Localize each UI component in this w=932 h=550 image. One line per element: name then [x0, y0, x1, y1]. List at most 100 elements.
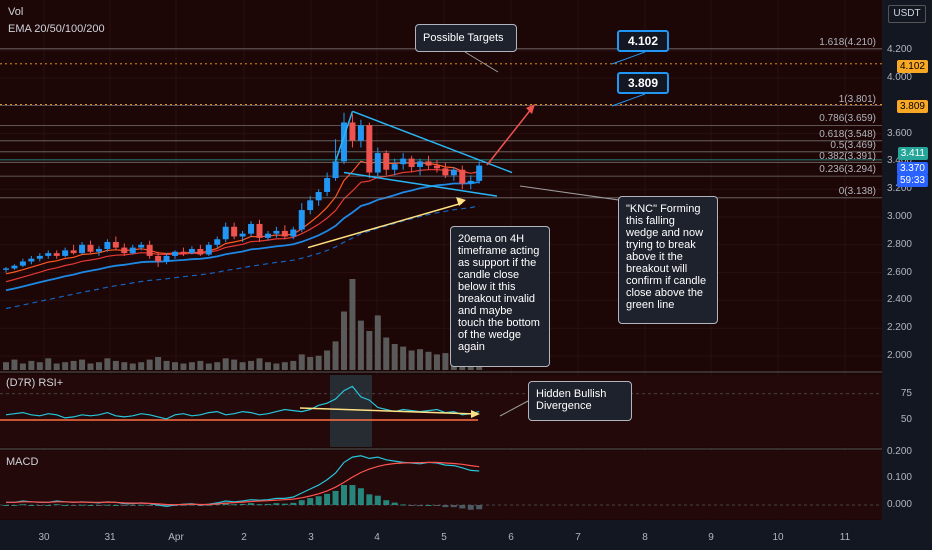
volume-bar: [62, 362, 69, 370]
macd-histogram-bar: [476, 505, 483, 510]
callout-hidden-divergence[interactable]: Hidden Bullish Divergence: [528, 381, 632, 421]
date-tick-label: 31: [104, 532, 116, 543]
volume-bar: [324, 350, 331, 370]
macd-histogram-bar: [121, 505, 128, 506]
volume-bar: [374, 315, 381, 370]
macd-histogram-bar: [324, 493, 331, 505]
macd-histogram-bar: [36, 505, 43, 506]
price-tick-label: 3.000: [886, 211, 912, 222]
candle-body: [222, 226, 229, 240]
volume-bar: [36, 362, 43, 370]
volume-bar: [28, 360, 35, 370]
volume-bar: [214, 362, 221, 370]
rsi-highlight: [330, 375, 372, 447]
badge-target-low: 3.809: [896, 100, 928, 113]
candle-body: [459, 169, 466, 184]
candle-body: [281, 230, 288, 237]
target-tag-high[interactable]: 4.102: [617, 30, 669, 52]
volume-bar: [231, 359, 238, 370]
signal-line: [6, 461, 480, 506]
target-tag-low[interactable]: 3.809: [617, 72, 669, 94]
candle-body: [19, 261, 26, 266]
macd-tick-label: 0.200: [886, 445, 912, 457]
candle-body: [264, 233, 271, 238]
price-tick-label: 2.000: [886, 350, 912, 361]
macd-histogram-bar: [341, 485, 347, 505]
candle-body: [383, 153, 390, 170]
price-tick-label: 2.200: [886, 322, 912, 334]
currency-button[interactable]: USDT: [888, 5, 926, 23]
candle-body: [155, 255, 162, 262]
divergence-arrow-head: [471, 410, 480, 418]
candle-body: [366, 125, 373, 173]
date-tick-label: 4: [374, 532, 380, 543]
ema-label: EMA 20/50/100/200: [8, 23, 105, 35]
macd-histogram-bar: [95, 505, 102, 506]
price-tick-label: 2.400: [886, 294, 912, 306]
date-tick-label: 11: [839, 532, 851, 543]
macd-histogram-bar: [307, 498, 314, 505]
callout-possible-targets[interactable]: Possible Targets: [415, 24, 517, 52]
fib-label: 1.618(4.210): [819, 36, 876, 48]
candle-body: [248, 223, 255, 234]
macd-histogram-bar: [45, 505, 52, 506]
macd-histogram-bar: [349, 485, 356, 505]
fib-lines: [0, 48, 882, 199]
candle-body: [357, 125, 364, 141]
ema-line: [5, 181, 480, 292]
rsi-line: [5, 385, 480, 420]
macd-histogram-bar: [180, 504, 187, 506]
callout-ema-support[interactable]: 20ema on 4H timeframe acting as support …: [450, 226, 550, 367]
volume-bar: [172, 362, 178, 370]
macd-histogram-bar: [62, 505, 69, 506]
price-tick-label: 3.600: [886, 127, 912, 139]
macd-background: [0, 451, 882, 519]
volume-bar: [180, 363, 187, 370]
date-tick-label: 30: [38, 532, 50, 543]
rsi-label: (D7R) RSI+: [6, 377, 64, 389]
volume-bar: [349, 279, 356, 370]
candle-body: [129, 247, 136, 254]
volume-bar: [307, 357, 314, 370]
candle-body: [374, 153, 381, 173]
wedge-line: [334, 111, 354, 162]
macd-tick-label: 0.000: [886, 499, 912, 510]
volume-bar: [400, 346, 407, 370]
volume-bar: [146, 359, 153, 370]
candle-body: [180, 251, 187, 254]
macd-histogram-bar: [19, 504, 26, 506]
date-tick-label: 9: [708, 532, 714, 543]
candle-body: [36, 255, 43, 259]
candle-body: [53, 253, 60, 256]
date-tick-label: 3: [308, 532, 314, 543]
macd-histogram-bar: [79, 504, 86, 506]
volume-bar: [357, 320, 364, 370]
badge-target-high: 4.102: [896, 60, 928, 73]
candle-body: [324, 178, 331, 192]
volume-bar: [239, 362, 246, 370]
candle-body: [425, 161, 432, 166]
volume-bar: [79, 359, 86, 370]
volume-bar: [222, 358, 229, 370]
price-axis-background: [882, 0, 932, 550]
volume-bar: [383, 337, 390, 370]
candle-body: [332, 161, 339, 179]
candle-body: [79, 244, 86, 254]
candle-body: [231, 226, 238, 237]
macd-histogram-bar: [459, 505, 466, 509]
macd-histogram-bar: [112, 505, 119, 506]
macd-histogram-bar: [425, 505, 432, 506]
macd-histogram-bar: [222, 502, 229, 505]
date-tick-label: 8: [642, 532, 648, 543]
callout-knc-wedge[interactable]: "KNC" Forming this falling wedge and now…: [618, 196, 718, 324]
macd-histogram-bar: [70, 505, 77, 506]
macd-histogram-bar: [28, 505, 35, 506]
price-tick-label: 2.800: [886, 238, 912, 250]
volume-bar: [256, 358, 263, 370]
date-tick-label: Apr: [168, 532, 184, 543]
candle-body: [11, 265, 18, 269]
macd-histogram-bar: [366, 494, 373, 505]
volume-bar: [442, 353, 449, 370]
volume-bar: [112, 360, 119, 370]
